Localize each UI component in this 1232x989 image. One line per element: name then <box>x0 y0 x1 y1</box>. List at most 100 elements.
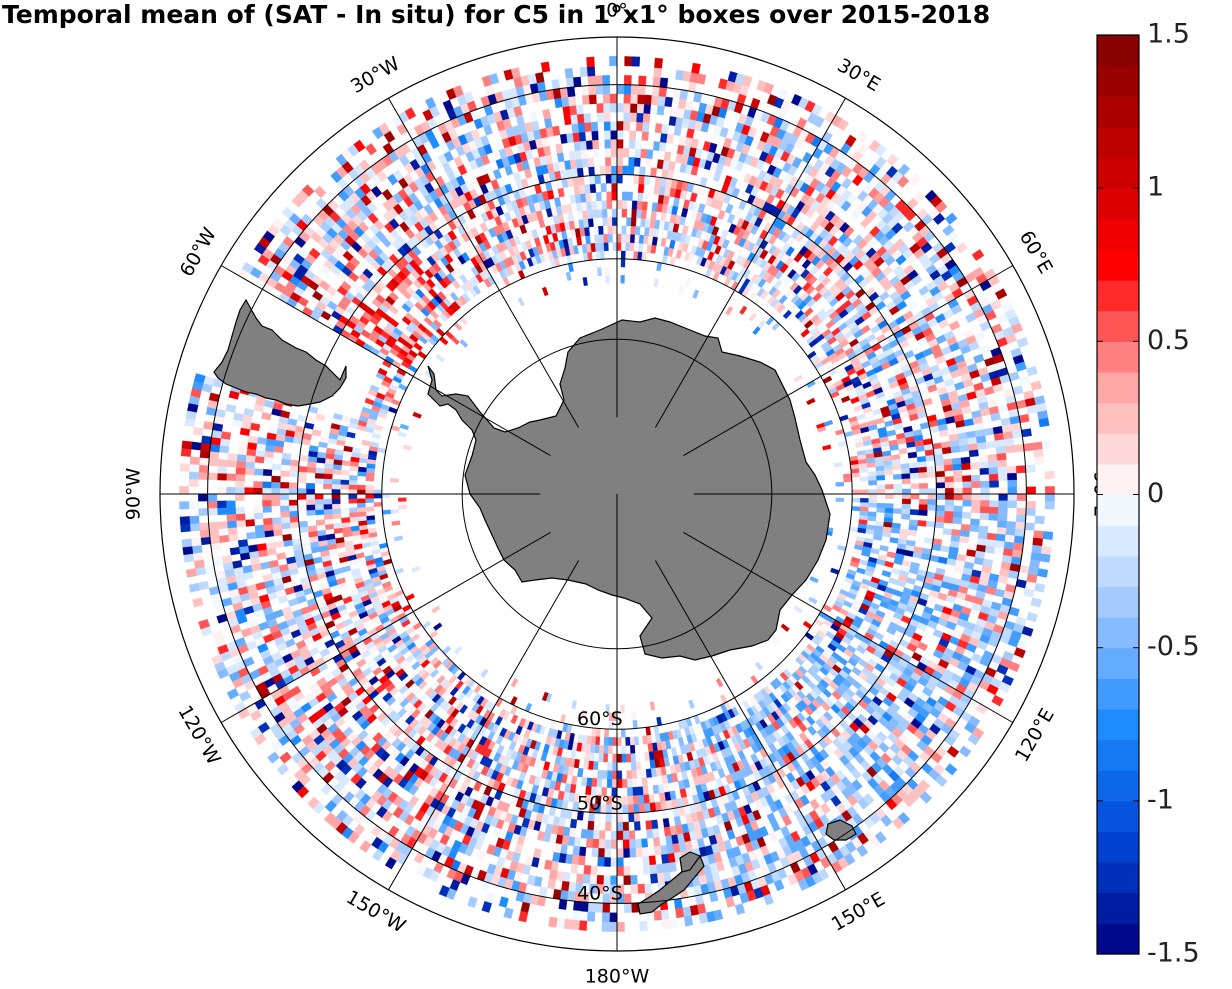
data-cell <box>971 481 981 488</box>
data-cell <box>660 212 667 222</box>
data-cell <box>631 200 638 210</box>
data-cell <box>603 103 611 113</box>
data-cell <box>664 96 673 108</box>
data-cell <box>652 837 661 847</box>
data-cell <box>640 218 647 228</box>
data-cell <box>314 472 325 479</box>
data-cell <box>726 250 735 261</box>
data-cell <box>255 581 266 591</box>
data-cell <box>637 85 646 96</box>
data-cell <box>573 141 582 151</box>
data-cell <box>717 209 726 220</box>
data-cell <box>770 634 780 644</box>
data-cell <box>612 762 618 771</box>
data-cell <box>851 497 861 503</box>
data-cell <box>288 493 298 500</box>
data-cell <box>225 403 237 413</box>
data-cell <box>1016 493 1027 502</box>
data-cell <box>953 475 963 483</box>
data-cell <box>523 728 532 739</box>
data-cell <box>858 559 869 566</box>
data-cell <box>1004 445 1016 454</box>
data-cell <box>279 487 289 495</box>
data-cell <box>616 737 622 746</box>
data-cell <box>628 830 636 840</box>
data-cell <box>883 517 893 524</box>
data-cell <box>540 751 548 762</box>
data-cell <box>625 736 631 746</box>
data-cell <box>953 505 963 513</box>
data-cell <box>200 536 211 546</box>
data-cell <box>997 466 1008 475</box>
data-cell <box>245 519 255 527</box>
data-cell <box>970 518 980 526</box>
data-cell <box>320 783 333 796</box>
data-cell <box>610 102 618 113</box>
data-cell <box>1016 486 1027 495</box>
data-cell <box>616 84 625 95</box>
data-cell <box>595 84 604 95</box>
data-cell <box>961 511 972 519</box>
data-cell <box>411 660 421 671</box>
data-cell <box>596 778 603 788</box>
data-cell <box>860 498 869 503</box>
data-cell <box>368 675 380 686</box>
data-cell <box>576 113 585 124</box>
data-cell <box>630 217 637 227</box>
data-cell <box>884 420 894 428</box>
data-cell <box>901 513 911 520</box>
data-cell <box>931 543 942 552</box>
data-cell <box>199 522 210 531</box>
data-cell <box>616 857 624 867</box>
data-cell <box>925 454 935 462</box>
data-cell <box>585 140 594 150</box>
data-cell <box>960 456 971 465</box>
data-cell <box>607 225 613 235</box>
data-cell <box>953 493 963 501</box>
data-cell <box>323 503 333 510</box>
data-cell <box>627 804 634 814</box>
data-cell <box>611 182 618 192</box>
data-cell <box>245 461 255 469</box>
data-cell <box>641 847 649 857</box>
data-cell <box>568 150 577 161</box>
data-cell <box>621 242 626 251</box>
data-cell <box>936 488 946 495</box>
data-cell <box>263 517 273 526</box>
data-cell <box>365 485 374 490</box>
data-cell <box>663 151 672 162</box>
data-cell <box>316 524 326 531</box>
data-cell <box>566 86 576 98</box>
data-cell <box>255 449 266 458</box>
data-cell <box>884 560 894 568</box>
data-cell <box>340 474 350 481</box>
data-cell <box>901 503 911 510</box>
data-cell <box>235 506 246 515</box>
data-cell <box>465 249 475 260</box>
data-cell <box>348 588 359 597</box>
data-cell <box>227 452 238 461</box>
data-cell <box>952 517 963 525</box>
data-cell <box>567 212 574 222</box>
data-cell <box>937 556 948 565</box>
data-cell <box>365 476 375 482</box>
data-cell <box>323 498 333 505</box>
data-cell <box>669 239 676 249</box>
data-cell <box>600 183 607 193</box>
data-cell <box>636 200 643 210</box>
data-cell <box>1007 493 1018 502</box>
data-cell <box>311 429 322 437</box>
data-cell <box>555 143 564 154</box>
data-cell <box>297 488 307 495</box>
data-cell <box>325 447 336 455</box>
data-cell <box>597 848 605 858</box>
data-cell <box>658 792 666 803</box>
data-cell <box>670 747 678 757</box>
data-cell <box>935 470 945 478</box>
data-cell <box>576 167 584 178</box>
data-cell <box>331 478 341 485</box>
data-cell <box>217 458 228 467</box>
data-cell <box>962 475 972 483</box>
data-cell <box>971 493 981 501</box>
data-cell <box>200 442 211 452</box>
